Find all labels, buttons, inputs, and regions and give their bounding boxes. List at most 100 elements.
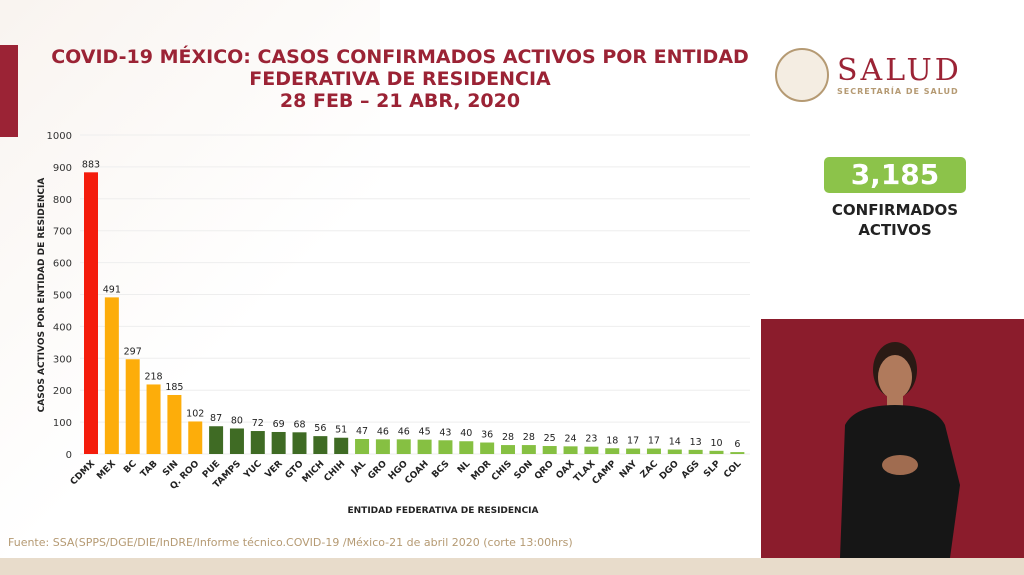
bar	[709, 450, 724, 454]
bar	[188, 421, 203, 454]
data-label: 28	[523, 432, 535, 443]
x-tick-label: NL	[456, 459, 473, 476]
x-tick-label: AGS	[680, 459, 702, 481]
x-tick-label: ZAC	[639, 459, 661, 481]
y-axis-label: CASOS ACTIVOS POR ENTIDAD DE RESIDENCIA	[37, 178, 47, 413]
data-label: 36	[481, 430, 493, 441]
x-tick-label: CHIS	[490, 459, 514, 483]
x-tick-label: MEX	[95, 459, 118, 482]
x-tick-label: COAH	[403, 459, 430, 486]
bar	[646, 448, 661, 454]
total-label: CONFIRMADOS ACTIVOS	[810, 200, 980, 240]
page-title: COVID-19 MÉXICO: CASOS CONFIRMADOS ACTIV…	[20, 46, 780, 112]
bar	[292, 432, 307, 454]
bar	[626, 448, 641, 454]
x-tick-label: JAL	[349, 459, 368, 478]
x-tick-label: SON	[513, 459, 535, 481]
y-tick-label: 1000	[47, 131, 72, 142]
bar	[688, 449, 703, 454]
background-decoration	[0, 0, 380, 575]
bar	[375, 439, 390, 454]
data-label: 102	[186, 408, 204, 419]
data-label: 46	[398, 426, 410, 437]
y-tick-label: 800	[53, 195, 72, 206]
x-tick-label: DGO	[658, 459, 681, 482]
data-label: 297	[124, 346, 142, 357]
bar	[209, 426, 224, 454]
data-label: 17	[627, 436, 639, 447]
data-label: 72	[252, 418, 264, 429]
x-tick-label: VER	[264, 459, 285, 480]
title-line-2: FEDERATIVA DE RESIDENCIA	[249, 68, 551, 90]
logo-name: SALUD	[837, 52, 962, 88]
data-label: 13	[690, 437, 702, 448]
data-label: 45	[419, 427, 431, 438]
total-badge: 3,185	[824, 157, 966, 193]
data-label: 491	[103, 284, 121, 295]
data-label: 883	[82, 159, 100, 170]
bar	[480, 442, 495, 454]
total-label-line-1: CONFIRMADOS	[831, 201, 959, 219]
bar	[417, 439, 432, 454]
bar	[104, 297, 119, 454]
x-tick-label: MICH	[301, 459, 327, 485]
bar-chart: CASOS ACTIVOS POR ENTIDAD DE RESIDENCIA …	[37, 131, 750, 516]
x-tick-label: MOR	[470, 459, 494, 483]
bar	[167, 394, 182, 454]
y-tick-label: 200	[53, 386, 72, 397]
x-tick-label: CDMX	[69, 459, 97, 487]
bar	[355, 439, 370, 454]
data-label: 25	[544, 433, 556, 444]
bar	[667, 449, 682, 454]
data-label: 218	[144, 371, 162, 382]
data-label: 87	[210, 413, 222, 424]
data-label: 17	[648, 436, 660, 447]
bar	[542, 446, 557, 454]
data-label: 80	[231, 415, 243, 426]
title-line-1: COVID-19 MÉXICO: CASOS CONFIRMADOS ACTIV…	[51, 46, 749, 68]
bar	[730, 452, 745, 454]
bar	[563, 446, 578, 454]
bar	[334, 437, 349, 454]
bar	[229, 428, 244, 454]
title-date-range: 28 FEB – 21 ABR, 2020	[279, 90, 521, 112]
x-tick-label: TAB	[139, 459, 160, 480]
bar	[271, 431, 286, 454]
data-label: 28	[502, 432, 514, 443]
y-tick-label: 500	[53, 291, 72, 302]
data-label: 24	[565, 433, 577, 444]
data-label: 23	[585, 434, 597, 445]
x-tick-label: CHIH	[323, 459, 348, 484]
y-tick-label: 400	[53, 322, 72, 333]
data-label: 68	[293, 419, 305, 430]
x-tick-label: QRO	[533, 459, 556, 482]
x-tick-label: NAY	[618, 459, 640, 481]
x-tick-label: YUC	[242, 459, 265, 482]
bar	[313, 436, 328, 454]
bar	[125, 359, 140, 454]
data-label: 18	[606, 435, 618, 446]
bar	[438, 440, 453, 454]
bar	[521, 445, 536, 454]
data-label: 185	[165, 382, 183, 393]
bar	[146, 384, 161, 454]
data-label: 46	[377, 426, 389, 437]
national-seal-icon	[775, 48, 829, 102]
x-tick-label: SLP	[702, 459, 723, 480]
x-tick-label: CAMP	[591, 459, 619, 487]
y-tick-label: 900	[53, 163, 72, 174]
bar	[396, 439, 411, 454]
data-label: 40	[460, 428, 472, 439]
y-tick-label: 700	[53, 227, 72, 238]
bar	[584, 446, 599, 454]
bar	[84, 172, 98, 454]
x-tick-label: GRO	[366, 459, 389, 482]
logo-subtitle: SECRETARÍA DE SALUD	[837, 86, 959, 96]
bar	[250, 431, 265, 454]
total-label-line-2: ACTIVOS	[858, 221, 932, 239]
x-axis-label: ENTIDAD FEDERATIVA DE RESIDENCIA	[348, 506, 539, 516]
y-tick-label: 100	[53, 418, 72, 429]
accent-bar	[0, 45, 18, 137]
salud-logo: SALUD SECRETARÍA DE SALUD	[775, 48, 962, 102]
data-label: 51	[335, 425, 347, 436]
